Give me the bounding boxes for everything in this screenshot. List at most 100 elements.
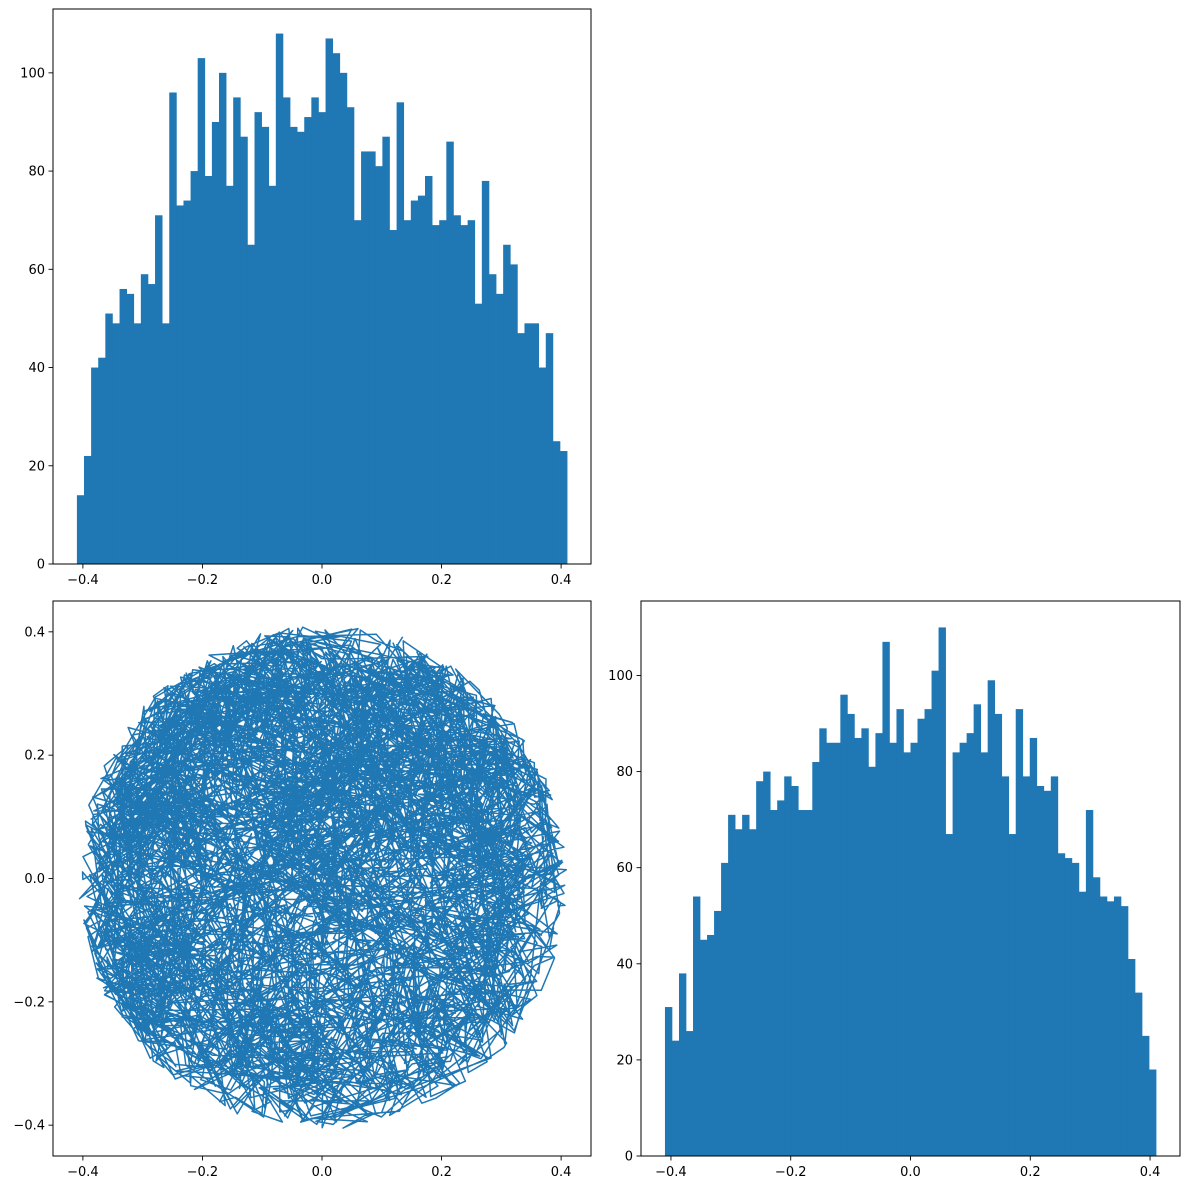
- histogram-bar-12: [749, 829, 757, 1156]
- histogram-bar-34: [318, 112, 326, 564]
- histogram-bar-45: [980, 752, 989, 1156]
- histogram-bar-8: [721, 862, 729, 1156]
- histogram-bar-68: [1142, 1035, 1150, 1156]
- histogram-bar-48: [1001, 776, 1010, 1156]
- histogram-bar-62: [1099, 896, 1108, 1156]
- histogram-bar-5: [700, 939, 708, 1156]
- histogram-bar-46: [403, 220, 412, 564]
- histogram-bar-3: [98, 357, 106, 564]
- histogram-bar-23: [240, 136, 248, 565]
- histogram-bar-34: [903, 752, 911, 1156]
- histogram-bar-32: [304, 117, 312, 564]
- histogram-bar-16: [190, 171, 199, 564]
- histogram-bar-28: [275, 33, 284, 565]
- histogram-bar-25: [254, 112, 262, 564]
- y-tick-label: 0.0: [24, 872, 45, 887]
- histogram-bar-31: [297, 131, 305, 565]
- histogram-bar-10: [147, 284, 156, 564]
- x-tick-label: −0.2: [775, 1165, 807, 1180]
- histogram-bar-65: [1120, 906, 1129, 1156]
- x-tick-label: 0.2: [431, 573, 452, 588]
- histogram-bar-69: [1149, 1069, 1157, 1156]
- histogram-bar-32: [889, 742, 897, 1156]
- histogram-bar-62: [517, 333, 525, 564]
- y-tick-label: 0.4: [24, 625, 45, 640]
- histogram-bar-17: [784, 776, 792, 1156]
- histogram-bar-51: [439, 220, 447, 564]
- y-tick-label: 60: [616, 861, 633, 876]
- histogram-bar-52: [1029, 737, 1038, 1156]
- histogram-bar-52: [446, 141, 454, 564]
- histogram-bar-35: [910, 742, 918, 1156]
- histogram-bar-31: [882, 641, 890, 1156]
- histogram-bar-33: [311, 97, 319, 565]
- histogram-bar-55: [467, 220, 476, 564]
- histogram-bar-60: [1085, 810, 1094, 1156]
- histogram-bar-40: [945, 834, 953, 1156]
- x-tick-label: −0.2: [187, 1165, 219, 1180]
- histogram-bar-50: [432, 225, 440, 564]
- histogram-bars: [664, 627, 1157, 1156]
- histogram-bar-19: [798, 810, 806, 1156]
- histogram-bar-57: [1064, 858, 1073, 1156]
- histogram-bar-26: [847, 713, 855, 1156]
- histogram-bar-0: [664, 1007, 673, 1156]
- y-tick-label: 80: [28, 165, 45, 180]
- histogram-bar-6: [119, 288, 127, 564]
- histogram-bar-36: [332, 53, 341, 564]
- histogram-bar-37: [339, 72, 348, 565]
- histogram-bar-9: [728, 814, 736, 1156]
- x-tick-label: −0.4: [655, 1165, 687, 1180]
- histogram-bar-27: [268, 185, 277, 565]
- histogram-bar-56: [474, 303, 483, 564]
- histogram-bar-66: [1127, 958, 1136, 1156]
- histogram-bar-58: [1071, 862, 1080, 1156]
- histogram-bar-18: [204, 175, 213, 564]
- histogram-bar-59: [1078, 891, 1087, 1156]
- histogram-bar-54: [460, 225, 468, 564]
- x-tick-label: 0.4: [1140, 1165, 1161, 1180]
- x-tick-label: 0.4: [551, 573, 572, 588]
- histogram-bar-47: [994, 713, 1003, 1156]
- histogram-bar-55: [1050, 776, 1059, 1156]
- histogram-bar-64: [531, 323, 540, 564]
- histogram-bar-38: [931, 670, 939, 1156]
- histogram-bar-15: [770, 810, 778, 1156]
- histogram-bar-41: [952, 752, 960, 1156]
- histogram-bar-48: [417, 195, 426, 565]
- histogram-bar-3: [686, 1031, 694, 1156]
- histogram-bar-67: [1134, 992, 1143, 1156]
- y-tick-label: 0: [625, 1150, 633, 1165]
- histogram-bar-63: [524, 323, 532, 564]
- axes-frame: [52, 8, 592, 565]
- y-tick-label: 20: [28, 459, 45, 474]
- histogram-bar-15: [183, 200, 191, 564]
- histogram-bar-61: [510, 264, 518, 564]
- histogram-bar-25: [840, 694, 848, 1156]
- axes-frame: [52, 600, 592, 1157]
- histogram-bar-30: [875, 733, 883, 1156]
- histogram-bar-58: [488, 274, 497, 564]
- y-tick-label: 60: [28, 263, 45, 278]
- histogram-bar-60: [503, 244, 511, 565]
- histogram-bar-50: [1015, 709, 1024, 1156]
- x-tick-label: −0.2: [187, 573, 219, 588]
- y-tick-label: −0.4: [13, 1119, 45, 1134]
- histogram-bar-39: [353, 220, 362, 564]
- histogram-bar-57: [481, 180, 490, 564]
- histogram-bar-35: [325, 38, 334, 565]
- histogram-bar-66: [545, 333, 554, 564]
- y-tick-label: 0.2: [24, 749, 45, 764]
- histogram-bar-6: [707, 934, 715, 1156]
- histogram-bar-0: [76, 495, 85, 564]
- histogram-bar-53: [1036, 786, 1045, 1156]
- histogram-bar-1: [671, 1040, 680, 1156]
- histogram-bar-38: [346, 107, 355, 564]
- histogram-bar-42: [959, 742, 967, 1156]
- histogram-bar-51: [1022, 776, 1031, 1156]
- y-tick-label: 80: [616, 765, 633, 780]
- histogram-bar-59: [496, 293, 504, 564]
- histogram-bar-23: [826, 742, 834, 1156]
- histogram-bar-8: [133, 323, 142, 564]
- histogram-bar-30: [290, 126, 298, 565]
